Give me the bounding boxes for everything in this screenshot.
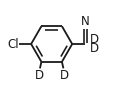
Text: N: N bbox=[81, 15, 90, 28]
Text: D: D bbox=[89, 43, 99, 56]
Text: D: D bbox=[89, 32, 99, 45]
Text: Cl: Cl bbox=[7, 37, 19, 51]
Text: D: D bbox=[35, 69, 44, 82]
Text: D: D bbox=[60, 69, 69, 82]
